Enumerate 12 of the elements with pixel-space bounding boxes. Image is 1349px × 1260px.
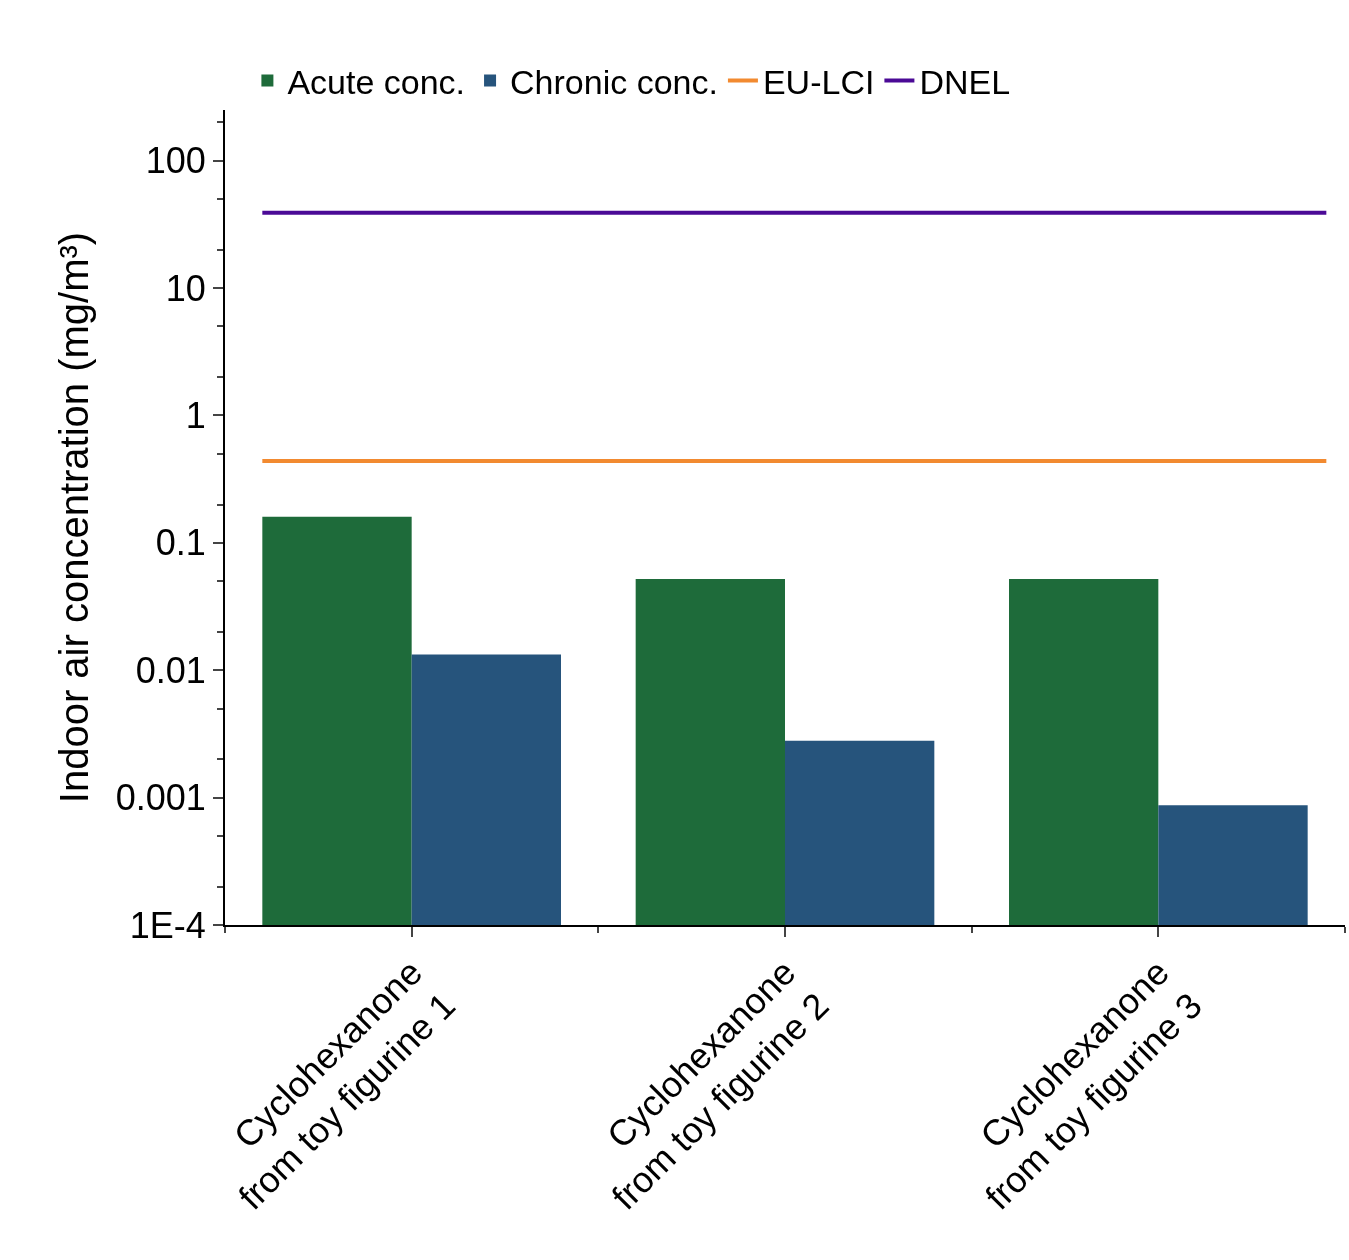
- y-tick-label: 100: [145, 140, 206, 182]
- legend-label: Acute conc.: [287, 62, 466, 101]
- y-tick-label: 10: [165, 267, 206, 309]
- y-tick-label: 0.001: [115, 777, 206, 819]
- legend-label: Chronic conc.: [510, 62, 718, 101]
- y-tick-label: 1: [185, 395, 206, 437]
- y-tick-label: 0.01: [135, 649, 206, 691]
- legend-label: EU-LCI: [762, 62, 875, 101]
- y-axis-title: Indoor air concentration (mg/m³): [51, 231, 96, 804]
- legend-label: DNEL: [919, 62, 1011, 101]
- y-tick-label: 1E-4: [129, 904, 206, 946]
- y-tick-label: 0.1: [155, 522, 206, 564]
